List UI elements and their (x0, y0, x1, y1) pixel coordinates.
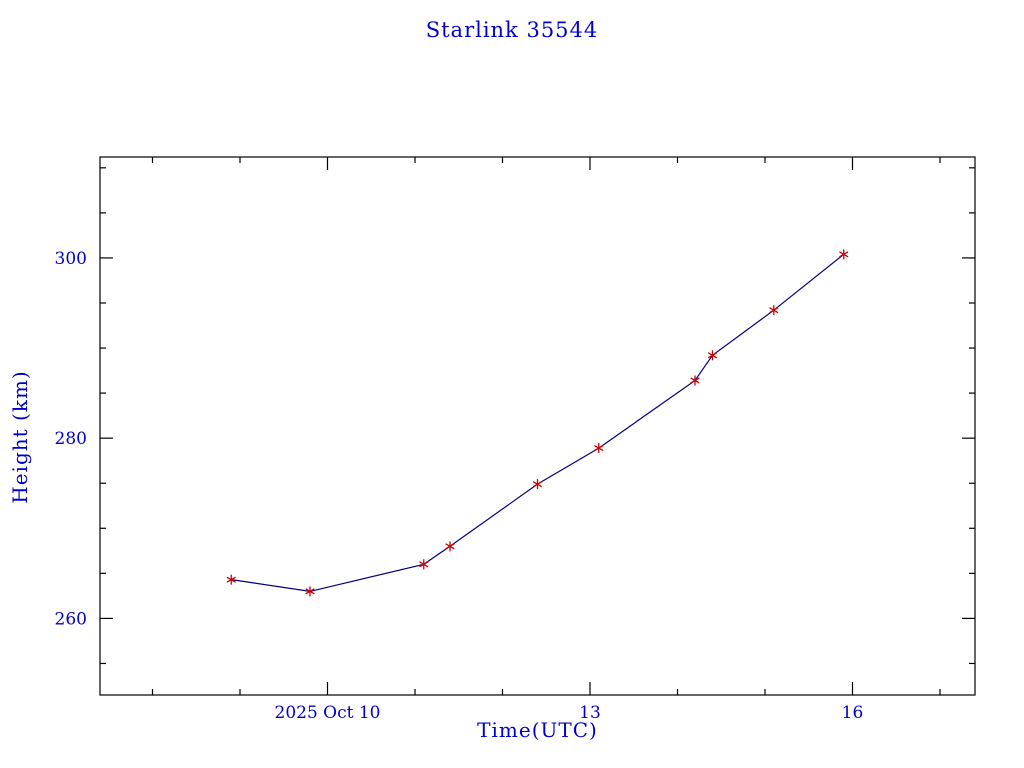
data-point-marker (839, 251, 849, 258)
x-tick-label: 13 (579, 703, 601, 723)
data-point-marker (226, 576, 236, 583)
x-tick-label: 2025 Oct 10 (275, 703, 381, 723)
x-tick-label: 16 (842, 703, 864, 723)
y-tick-label: 260 (55, 609, 87, 629)
y-tick-label: 280 (55, 429, 87, 449)
data-point-marker (594, 445, 604, 452)
data-point-marker (305, 588, 315, 595)
data-point-marker (707, 352, 718, 359)
data-point-marker (532, 481, 543, 488)
chart-title: Starlink 35544 (425, 18, 599, 42)
data-point-marker (769, 307, 779, 314)
data-point-marker (419, 561, 429, 568)
x-axis-label: Time(UTC) (477, 718, 598, 742)
data-point-marker (445, 543, 455, 550)
plot-frame (99, 156, 976, 696)
y-tick-label: 300 (55, 249, 87, 269)
data-point-marker (690, 377, 700, 384)
data-line (231, 253, 845, 593)
